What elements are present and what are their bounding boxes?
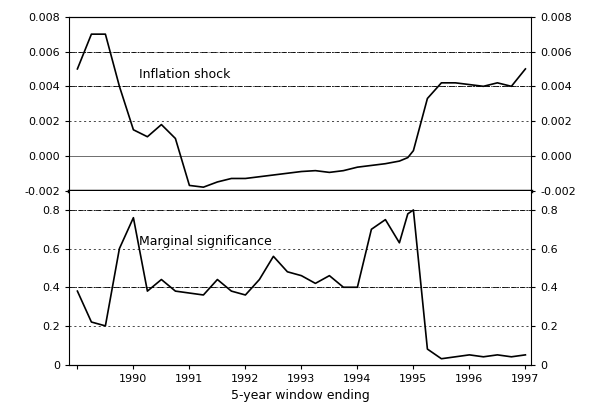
X-axis label: 5-year window ending: 5-year window ending [230, 389, 370, 402]
Text: Marginal significance: Marginal significance [139, 235, 272, 248]
Text: Inflation shock: Inflation shock [139, 67, 230, 80]
